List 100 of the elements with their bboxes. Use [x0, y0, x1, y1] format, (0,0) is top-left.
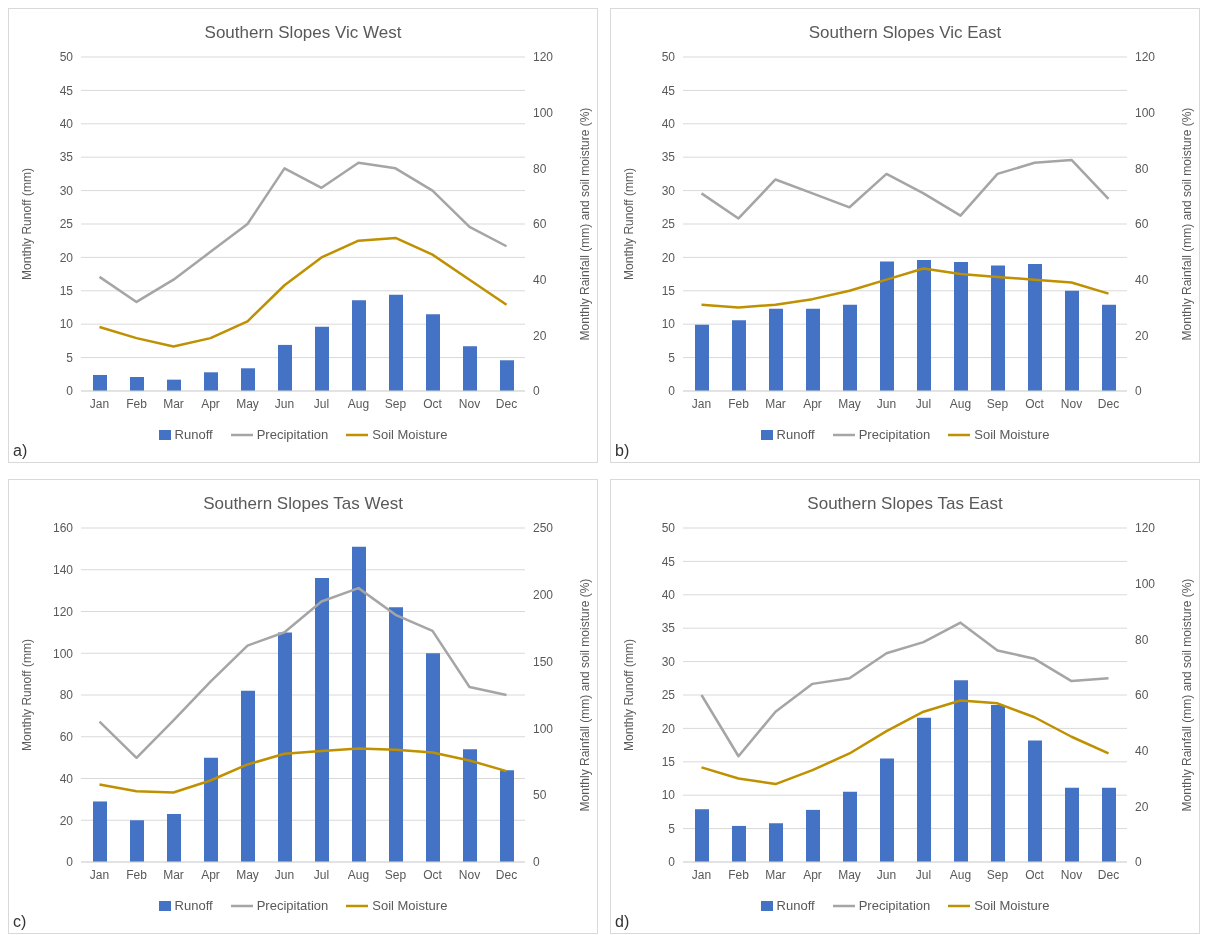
y-tick-label: 80: [59, 688, 74, 703]
y2-tick-label: 250: [533, 521, 554, 536]
y-tick-label: 5: [668, 821, 676, 836]
y-tick-label: 20: [661, 250, 676, 265]
bar: [426, 653, 440, 862]
x-tick-label: Feb: [126, 867, 148, 882]
x-tick-label: Feb: [126, 396, 148, 411]
bar: [389, 607, 403, 862]
y2-tick-label: 40: [1135, 272, 1149, 287]
x-tick-label: Oct: [1025, 396, 1045, 411]
bar: [204, 372, 218, 391]
y-tick-label: 25: [59, 217, 74, 232]
bar: [806, 809, 820, 862]
y2-tick-label: 40: [533, 272, 547, 287]
y2-tick-label: 20: [1135, 799, 1149, 814]
x-tick-label: Jan: [89, 396, 110, 411]
line-series: [700, 158, 1110, 220]
x-tick-label: May: [236, 867, 259, 882]
text: a): [13, 442, 28, 460]
bar: [1028, 740, 1042, 862]
x-tick-label: Oct: [423, 396, 443, 411]
x-tick-label: Aug: [347, 396, 370, 411]
bar: [1065, 290, 1079, 391]
y-tick-label: 30: [661, 654, 676, 669]
bar: [93, 801, 107, 862]
chart-title: Southern Slopes Tas East: [806, 494, 1004, 515]
line-series: [98, 747, 508, 794]
y-tick-label: 0: [668, 855, 676, 870]
x-tick-label: Jul: [313, 396, 330, 411]
line-series: [98, 161, 508, 304]
x-tick-label: Mar: [163, 396, 184, 411]
x-tick-label: Dec: [495, 867, 518, 882]
y-tick-label: 20: [661, 721, 676, 736]
bar: [769, 308, 783, 391]
line-series: [700, 267, 1110, 309]
bar: [917, 717, 931, 862]
bar: [93, 374, 107, 391]
bar: [315, 326, 329, 391]
y2-tick-label: 60: [1135, 217, 1149, 232]
y-tick-label: 40: [59, 771, 74, 786]
y-tick-label: 40: [661, 117, 676, 132]
y2-tick-label: 20: [1135, 328, 1149, 343]
legend-label: Soil Moisture: [973, 898, 1050, 913]
bar: [843, 304, 857, 391]
bar: [806, 308, 820, 391]
y-tick-label: 10: [661, 788, 676, 803]
bar: [917, 260, 931, 391]
x-tick-label: Jan: [691, 867, 712, 882]
y2-axis-title: Monthly Rainfall (mm) and soil moisture (%): [1180, 578, 1195, 812]
y-tick-label: 100: [52, 646, 74, 661]
y2-tick-label: 200: [533, 588, 554, 603]
y2-tick-label: 0: [1135, 384, 1142, 399]
bar: [241, 690, 255, 862]
x-tick-label: Jul: [313, 867, 330, 882]
legend-label: Precipitation: [255, 898, 329, 913]
x-tick-label: May: [236, 396, 259, 411]
y2-tick-label: 80: [1135, 161, 1149, 176]
line-series: [98, 236, 508, 348]
y2-tick-label: 80: [533, 161, 547, 176]
y-tick-label: 50: [661, 521, 676, 536]
bar: [695, 809, 709, 862]
bar: [500, 770, 514, 862]
legend-label: Soil Moisture: [371, 898, 448, 913]
y2-tick-label: 100: [533, 721, 554, 736]
bar: [204, 757, 218, 862]
y2-tick-label: 0: [533, 384, 540, 399]
x-tick-label: Feb: [728, 396, 750, 411]
y-tick-label: 5: [668, 350, 676, 365]
x-tick-label: Oct: [1025, 867, 1045, 882]
bar: [695, 324, 709, 391]
bar: [278, 344, 292, 391]
y2-axis-title: Monthly Rainfall (mm) and soil moisture (%): [1180, 107, 1195, 341]
y2-tick-label: 40: [1135, 743, 1149, 758]
x-tick-label: Apr: [201, 396, 220, 411]
x-tick-label: May: [838, 867, 861, 882]
legend-label: Precipitation: [857, 427, 931, 442]
y-tick-label: 160: [52, 521, 74, 536]
y-tick-label: 20: [59, 250, 74, 265]
y2-tick-label: 100: [1135, 576, 1156, 591]
x-tick-label: Jan: [89, 867, 110, 882]
x-tick-label: Jul: [915, 867, 932, 882]
bar: [130, 820, 144, 862]
legend-label: Runoff: [775, 898, 815, 913]
y-tick-label: 0: [66, 384, 74, 399]
y-tick-label: 120: [52, 604, 74, 619]
bar: [769, 823, 783, 862]
y-tick-label: 140: [52, 563, 74, 578]
line-series: [700, 621, 1110, 758]
y-tick-label: 35: [59, 150, 74, 165]
x-tick-label: Apr: [803, 867, 822, 882]
bar: [991, 265, 1005, 391]
y-tick-label: 10: [59, 317, 74, 332]
y-tick-label: 15: [59, 284, 74, 299]
x-tick-label: Sep: [384, 396, 407, 411]
x-tick-label: Nov: [458, 396, 481, 411]
y-tick-label: 35: [661, 621, 676, 636]
y2-tick-label: 50: [533, 788, 547, 803]
y-tick-label: 0: [66, 855, 74, 870]
y-tick-label: 25: [661, 688, 676, 703]
line-series: [98, 586, 508, 760]
